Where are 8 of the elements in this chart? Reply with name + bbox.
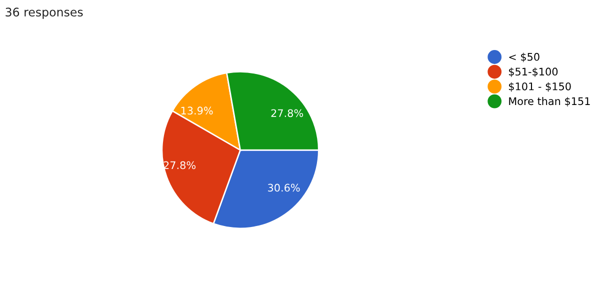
legend-label: $51-$100 xyxy=(508,67,558,77)
data-label: 13.9% xyxy=(181,106,213,115)
legend-label: More than $151 xyxy=(509,97,590,106)
text: 36 responses xyxy=(6,8,83,19)
legend-label: $101 - $150 xyxy=(508,82,571,92)
data-label: 30.6% xyxy=(268,184,300,192)
data-label: 27.8% xyxy=(271,109,304,118)
legend-label: < $50 xyxy=(509,52,540,62)
